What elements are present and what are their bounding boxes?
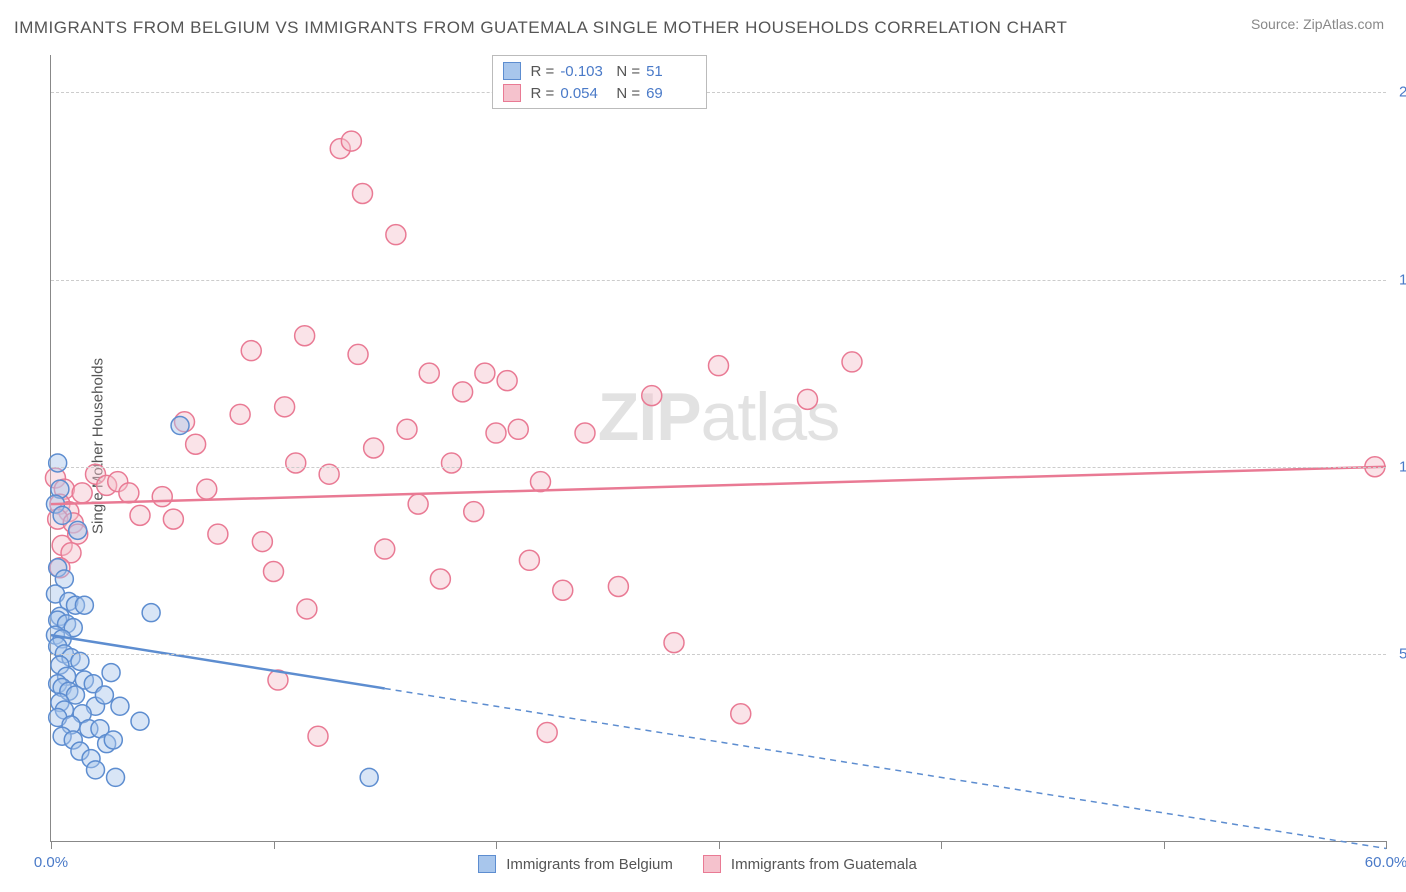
stats-box: R = -0.103 N = 51 R = 0.054 N = 69 [492, 55, 708, 109]
n-label: N = [616, 85, 640, 102]
legend-label-belgium: Immigrants from Belgium [506, 856, 673, 873]
belgium-n-value: 51 [646, 63, 696, 80]
guatemala-r-value: 0.054 [560, 85, 610, 102]
scatter-svg [51, 55, 1386, 841]
chart-title: IMMIGRANTS FROM BELGIUM VS IMMIGRANTS FR… [14, 18, 1067, 38]
r-label: R = [531, 85, 555, 102]
stats-row-guatemala: R = 0.054 N = 69 [503, 82, 697, 104]
y-tick-label: 20.0% [1391, 84, 1406, 101]
swatch-belgium [503, 62, 521, 80]
y-tick-label: 15.0% [1391, 271, 1406, 288]
legend-item-guatemala: Immigrants from Guatemala [703, 855, 917, 873]
guatemala-n-value: 69 [646, 85, 696, 102]
stats-row-belgium: R = -0.103 N = 51 [503, 60, 697, 82]
y-tick-label: 10.0% [1391, 458, 1406, 475]
n-label: N = [616, 63, 640, 80]
bottom-legend: Immigrants from Belgium Immigrants from … [478, 855, 917, 873]
source-attribution: Source: ZipAtlas.com [1251, 16, 1384, 32]
swatch-guatemala [503, 84, 521, 102]
correlation-chart: IMMIGRANTS FROM BELGIUM VS IMMIGRANTS FR… [0, 0, 1406, 892]
r-label: R = [531, 63, 555, 80]
swatch-belgium-legend [478, 855, 496, 873]
y-tick-label: 5.0% [1391, 645, 1406, 662]
x-tick-label: 0.0% [34, 854, 68, 871]
plot-area: ZIPatlas R = -0.103 N = 51 R = 0.054 N =… [50, 55, 1386, 842]
swatch-guatemala-legend [703, 855, 721, 873]
belgium-r-value: -0.103 [560, 63, 610, 80]
legend-item-belgium: Immigrants from Belgium [478, 855, 673, 873]
x-tick-label: 60.0% [1365, 854, 1406, 871]
legend-label-guatemala: Immigrants from Guatemala [731, 856, 917, 873]
